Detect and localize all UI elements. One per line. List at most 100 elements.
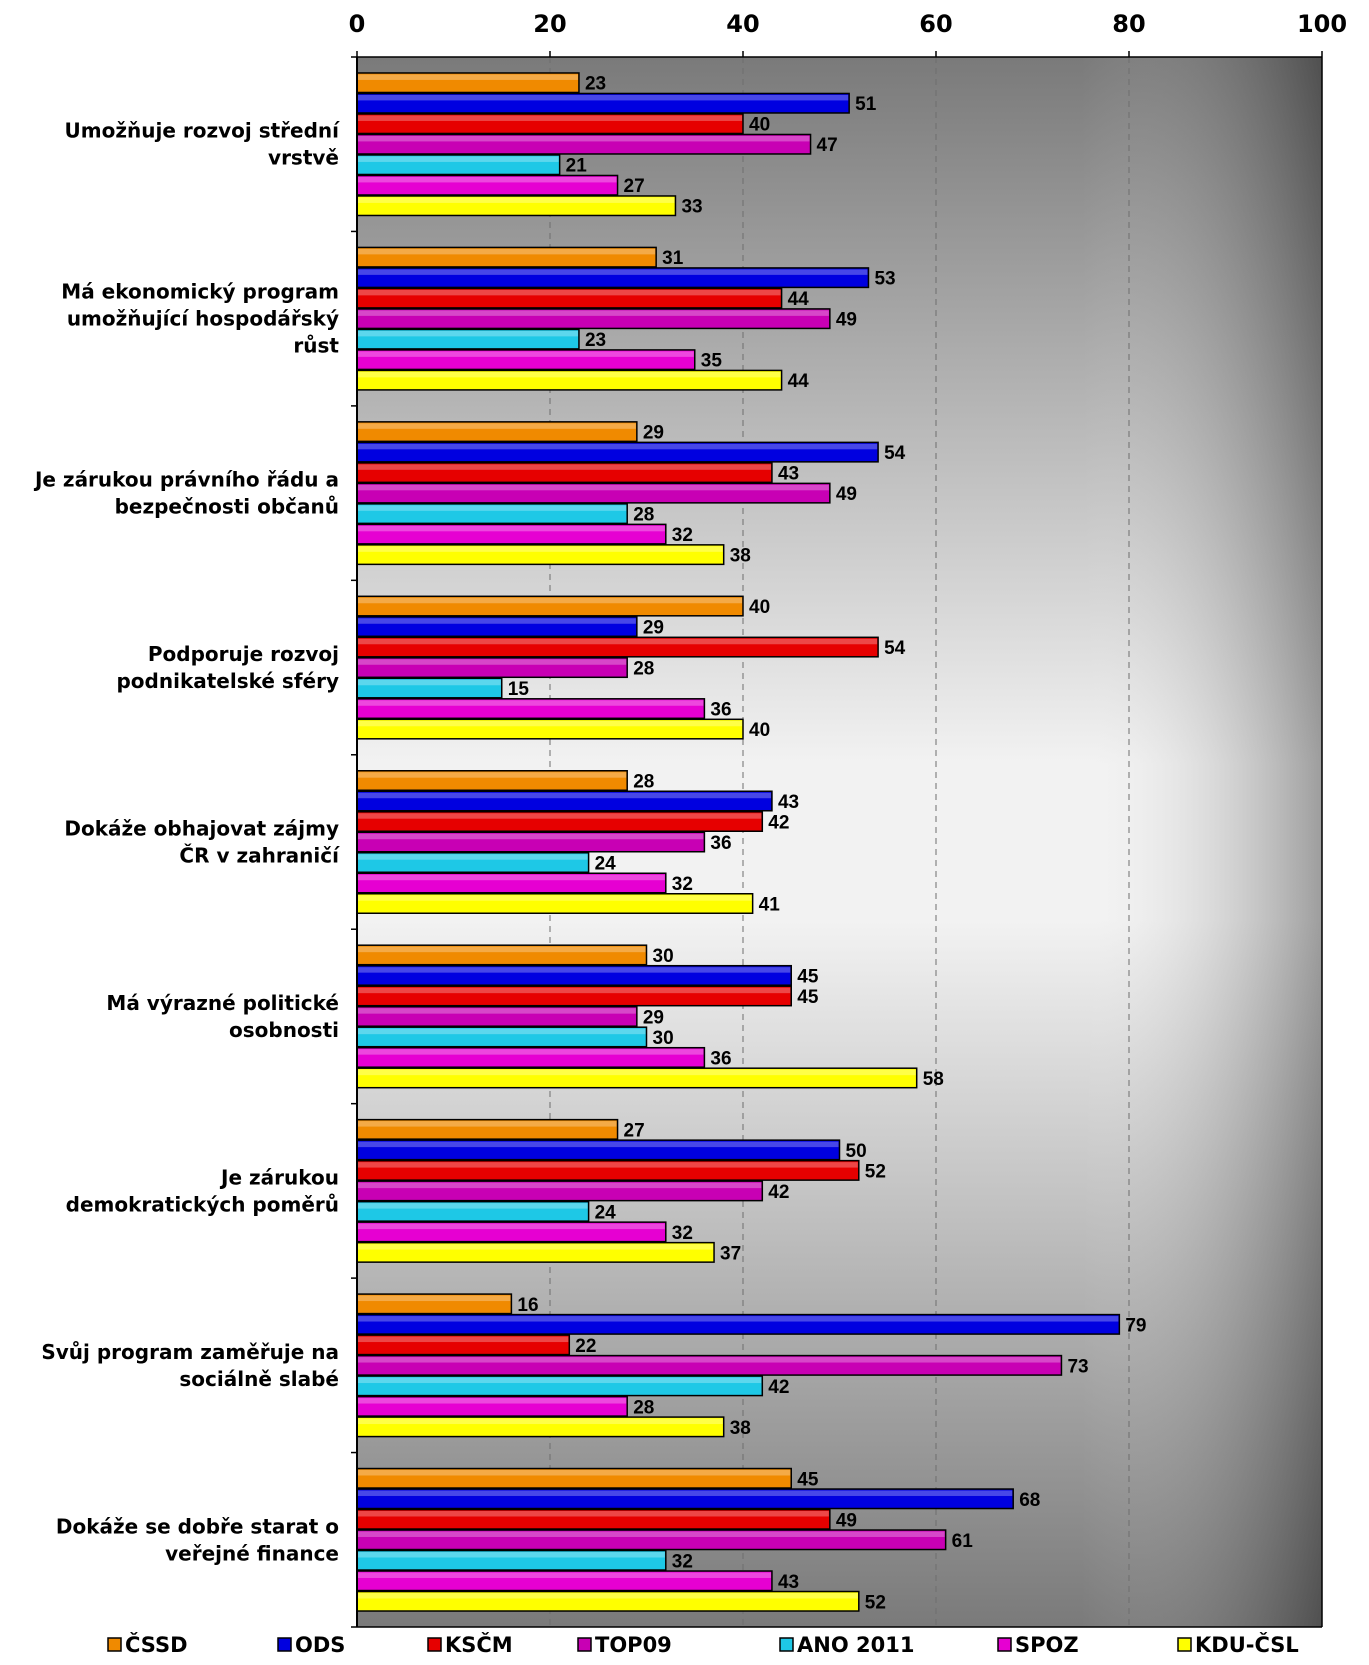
category-label: Dokáže obhajovat zájmy bbox=[64, 817, 339, 841]
category-label: veřejné finance bbox=[165, 1541, 339, 1565]
category-label: Podporuje rozvoj bbox=[148, 642, 339, 666]
data-label: 44 bbox=[788, 289, 810, 310]
data-label: 29 bbox=[643, 423, 664, 444]
legend-swatch bbox=[277, 1637, 292, 1652]
data-label: 27 bbox=[624, 176, 645, 197]
data-label: 38 bbox=[730, 546, 751, 567]
bar-highlight bbox=[358, 1203, 588, 1209]
legend-label: KSČM bbox=[445, 1632, 513, 1657]
legend-swatch bbox=[1177, 1637, 1192, 1652]
bar-highlight bbox=[358, 525, 665, 532]
data-label: 30 bbox=[653, 946, 674, 967]
bar-highlight bbox=[358, 1357, 1061, 1363]
bar-highlight bbox=[358, 330, 578, 337]
bar-highlight bbox=[358, 1182, 762, 1189]
data-label: 23 bbox=[585, 330, 606, 351]
legend-swatch bbox=[427, 1637, 442, 1652]
data-label: 52 bbox=[865, 1592, 886, 1613]
data-label: 32 bbox=[672, 874, 693, 895]
x-tick-label: 80 bbox=[1112, 10, 1145, 38]
category-label: umožňující hospodářský bbox=[67, 307, 339, 331]
data-label: 28 bbox=[633, 772, 654, 793]
data-label: 49 bbox=[836, 484, 857, 505]
bar-highlight bbox=[358, 895, 752, 901]
bar-highlight bbox=[358, 967, 791, 973]
data-label: 29 bbox=[643, 1007, 664, 1028]
bar-highlight bbox=[358, 618, 636, 624]
data-label: 32 bbox=[672, 1551, 693, 1572]
bar-highlight bbox=[358, 1593, 858, 1599]
bar-highlight bbox=[358, 1336, 569, 1343]
bar-highlight bbox=[358, 443, 878, 450]
bar-highlight bbox=[358, 269, 868, 275]
category-label: Umožňuje rozvoj střední bbox=[65, 119, 341, 143]
bar-highlight bbox=[358, 659, 627, 665]
legend-label: ANO 2011 bbox=[797, 1633, 914, 1657]
category-label: demokratických poměrů bbox=[66, 1192, 339, 1216]
bar-highlight bbox=[358, 597, 742, 604]
bar-highlight bbox=[358, 94, 849, 101]
bar-highlight bbox=[358, 1552, 665, 1558]
bar-highlight bbox=[358, 1069, 916, 1076]
data-label: 68 bbox=[1019, 1490, 1040, 1511]
data-label: 54 bbox=[884, 638, 906, 659]
bar-highlight bbox=[358, 1295, 511, 1302]
legend-label: ČSSD bbox=[125, 1632, 188, 1657]
bar-highlight bbox=[358, 1223, 665, 1230]
data-label: 53 bbox=[874, 269, 895, 290]
data-label: 43 bbox=[778, 1572, 799, 1593]
data-label: 42 bbox=[768, 1182, 789, 1203]
bar-highlight bbox=[358, 464, 771, 470]
bar-highlight bbox=[358, 1511, 829, 1517]
category-label: ČR v zahraničí bbox=[179, 844, 340, 868]
legend-swatch bbox=[779, 1637, 794, 1652]
x-tick-label: 60 bbox=[919, 10, 952, 38]
data-label: 61 bbox=[952, 1531, 974, 1552]
data-label: 27 bbox=[624, 1120, 645, 1141]
data-label: 40 bbox=[749, 115, 770, 136]
data-label: 30 bbox=[653, 1028, 674, 1049]
data-label: 43 bbox=[778, 792, 799, 813]
legend-label: ODS bbox=[295, 1633, 345, 1657]
bar-highlight bbox=[358, 546, 723, 552]
legend-label: TOP09 bbox=[595, 1633, 672, 1657]
bar-highlight bbox=[358, 1008, 636, 1014]
data-label: 35 bbox=[701, 351, 723, 372]
category-label: vrstvě bbox=[268, 146, 339, 170]
bar-highlight bbox=[358, 74, 578, 80]
bar-highlight bbox=[358, 1490, 1013, 1496]
bar-highlight bbox=[358, 874, 665, 881]
bar-highlight bbox=[358, 1162, 858, 1168]
bar-highlight bbox=[358, 792, 771, 799]
bar-highlight bbox=[358, 115, 742, 121]
data-label: 52 bbox=[865, 1161, 886, 1182]
data-label: 29 bbox=[643, 618, 664, 639]
data-label: 32 bbox=[672, 525, 693, 546]
x-tick-label: 0 bbox=[349, 10, 366, 38]
bar-highlight bbox=[358, 946, 646, 953]
category-label: Má výrazné politické bbox=[106, 991, 339, 1015]
bar-highlight bbox=[358, 700, 704, 706]
category-label: osobnosti bbox=[229, 1018, 339, 1042]
bar-highlight bbox=[358, 484, 829, 491]
category-label: sociálně slabé bbox=[179, 1367, 339, 1391]
bar-highlight bbox=[358, 772, 627, 778]
category-label: Je zárukou bbox=[219, 1165, 339, 1189]
data-label: 79 bbox=[1125, 1315, 1146, 1336]
data-label: 50 bbox=[846, 1141, 867, 1162]
bar-highlight bbox=[358, 1531, 945, 1537]
data-label: 41 bbox=[759, 895, 781, 916]
x-tick-label: 100 bbox=[1297, 10, 1347, 38]
data-label: 28 bbox=[633, 659, 654, 680]
data-label: 31 bbox=[662, 248, 684, 269]
data-label: 16 bbox=[517, 1295, 538, 1316]
data-label: 36 bbox=[710, 700, 731, 721]
bar-highlight bbox=[358, 1398, 627, 1404]
data-label: 40 bbox=[749, 597, 770, 618]
x-tick-label: 40 bbox=[726, 10, 759, 38]
bar-highlight bbox=[358, 1028, 646, 1035]
bar-highlight bbox=[358, 987, 791, 994]
category-label: podnikatelské sféry bbox=[116, 669, 339, 693]
data-label: 24 bbox=[595, 1202, 617, 1223]
